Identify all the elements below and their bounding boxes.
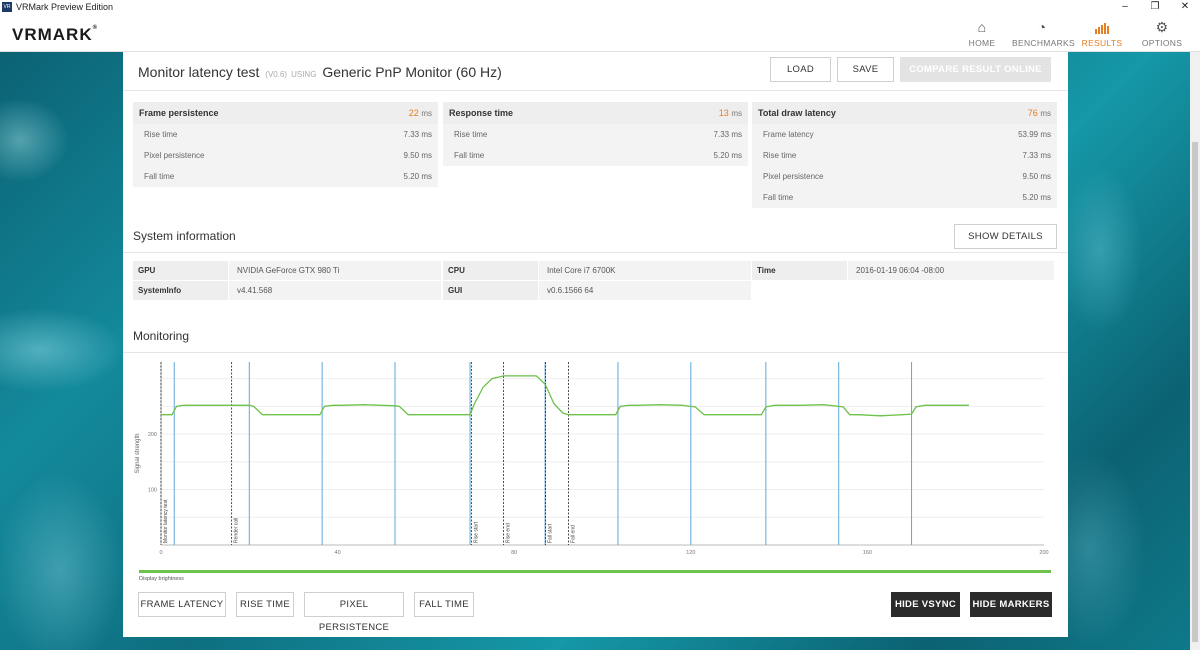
y-tick-label: 200 xyxy=(148,432,157,438)
x-tick-label: 160 xyxy=(863,550,872,556)
nav-home[interactable]: ⌂ HOME xyxy=(952,16,1012,48)
x-tick-label: 80 xyxy=(511,550,517,556)
metric-row: Rise time 7.33 ms xyxy=(133,124,438,145)
window-controls: – ❐ ✕ xyxy=(1110,0,1200,14)
event-marker-label: Rise start xyxy=(473,521,479,543)
monitoring-chart: Signal strength 100 200 0 40 80 120 160 200 Monit… xyxy=(135,362,1049,556)
app-header: VRMARK® ⌂ HOME ◔ BENCHMARKS RESULTS ⚙ OP… xyxy=(0,14,1200,52)
metric-row: Fall time 5.20 ms xyxy=(443,145,748,166)
nav-benchmarks-label: BENCHMARKS xyxy=(1012,38,1075,48)
event-marker-label: Render call xyxy=(234,518,240,543)
hide-markers-button[interactable]: HIDE MARKERS xyxy=(970,592,1052,617)
window-titlebar: VR VRMark Preview Edition – ❐ ✕ xyxy=(0,0,1200,14)
metric-value: 22 xyxy=(408,108,419,118)
display-brightness-label: Display brightness xyxy=(139,576,184,582)
app-icon: VR xyxy=(2,2,12,12)
rise-time-button[interactable]: RISE TIME xyxy=(236,592,294,617)
show-details-button[interactable]: SHOW DETAILS xyxy=(954,224,1057,249)
x-tick-label: 40 xyxy=(335,550,341,556)
event-marker-label: Fall end xyxy=(571,525,577,543)
metric-value: 13 xyxy=(718,108,729,118)
gear-icon: ⚙ xyxy=(1155,19,1169,35)
nav-home-label: HOME xyxy=(968,38,996,48)
event-marker-label: Fall start xyxy=(548,523,554,543)
display-brightness-bar xyxy=(139,570,1051,573)
nav-options[interactable]: ⚙ OPTIONS xyxy=(1132,16,1192,48)
x-tick-label: 120 xyxy=(686,550,695,556)
total-draw-latency-box: Total draw latency 76 ms Frame latency 53.… xyxy=(752,102,1057,208)
vrmark-logo: VRMARK® xyxy=(12,25,99,44)
info-gpu: GPU NVIDIA GeForce GTX 980 Ti xyxy=(133,261,441,280)
load-button[interactable]: LOAD xyxy=(770,57,831,82)
response-time-box: Response time 13 ms Rise time 7.33 ms Fall… xyxy=(443,102,748,166)
system-info-title: System information xyxy=(133,229,236,243)
info-gui: GUI v0.6.1566 64 xyxy=(443,281,751,300)
test-name: Monitor latency test xyxy=(138,64,260,80)
divider xyxy=(123,252,1068,253)
metric-row: Fall time 5.20 ms xyxy=(752,187,1057,208)
info-cpu: CPU Intel Core i7 6700K xyxy=(443,261,751,280)
x-tick-label: 0 xyxy=(159,550,162,556)
nav-results-label: RESULTS xyxy=(1081,38,1123,48)
home-icon: ⌂ xyxy=(977,19,987,35)
scrollbar[interactable] xyxy=(1190,52,1200,650)
monitoring-title: Monitoring xyxy=(133,329,190,343)
info-time: Time 2016-01-19 06:04 -08:00 xyxy=(752,261,1054,280)
event-marker-label: Rise end xyxy=(506,523,512,543)
metric-row: Fall time 5.20 ms xyxy=(133,166,438,187)
metric-title: Response time xyxy=(449,108,514,118)
frame-latency-button[interactable]: FRAME LATENCY xyxy=(138,592,226,617)
nav-options-label: OPTIONS xyxy=(1141,38,1183,48)
divider xyxy=(123,90,1068,91)
bars-icon xyxy=(1072,16,1132,38)
monitor-name: Generic PnP Monitor (60 Hz) xyxy=(322,64,502,80)
fall-time-button[interactable]: FALL TIME xyxy=(414,592,474,617)
nav-results[interactable]: RESULTS xyxy=(1072,16,1132,48)
y-axis-label: Signal strength xyxy=(135,433,141,473)
save-button[interactable]: SAVE xyxy=(837,57,894,82)
metric-value: 76 xyxy=(1027,108,1038,118)
nav-benchmarks[interactable]: ◔ BENCHMARKS xyxy=(1012,16,1075,48)
scrollbar-thumb[interactable] xyxy=(1192,142,1198,642)
metric-row: Rise time 7.33 ms xyxy=(752,145,1057,166)
frame-persistence-box: Frame persistence 22 ms Rise time 7.33 ms … xyxy=(133,102,438,187)
signal-line xyxy=(161,375,969,417)
hide-vsync-button[interactable]: HIDE VSYNC xyxy=(891,592,960,617)
pixel-persistence-button[interactable]: PIXEL PERSISTENCE xyxy=(304,592,404,633)
minimize-icon[interactable]: – xyxy=(1122,1,1128,12)
window-title: VRMark Preview Edition xyxy=(16,2,114,12)
page-title: Monitor latency test (V0.6) USING Generic… xyxy=(138,64,502,80)
close-icon[interactable]: ✕ xyxy=(1180,1,1190,12)
metric-row: Frame latency 53.99 ms xyxy=(752,124,1057,145)
compare-online-button[interactable]: COMPARE RESULT ONLINE xyxy=(900,57,1051,82)
metric-title: Frame persistence xyxy=(139,108,219,118)
divider xyxy=(123,352,1068,353)
test-version: (V0.6) xyxy=(265,70,288,79)
metric-row: Rise time 7.33 ms xyxy=(443,124,748,145)
event-marker-label: Monitor latency test xyxy=(163,499,169,543)
metric-title: Total draw latency xyxy=(758,108,836,118)
using-label: USING xyxy=(291,70,317,79)
maximize-icon[interactable]: ❐ xyxy=(1150,1,1160,12)
y-tick-label: 100 xyxy=(148,488,157,494)
main-nav: ⌂ HOME ◔ BENCHMARKS RESULTS ⚙ OPTIONS xyxy=(952,16,1192,48)
info-systeminfo: SystemInfo v4.41.568 xyxy=(133,281,441,300)
gauge-icon: ◔ xyxy=(1037,19,1047,35)
metric-row: Pixel persistence 9.50 ms xyxy=(133,145,438,166)
x-tick-label: 200 xyxy=(1039,550,1048,556)
results-panel: Monitor latency test (V0.6) USING Generic… xyxy=(123,52,1068,637)
metric-row: Pixel persistence 9.50 ms xyxy=(752,166,1057,187)
